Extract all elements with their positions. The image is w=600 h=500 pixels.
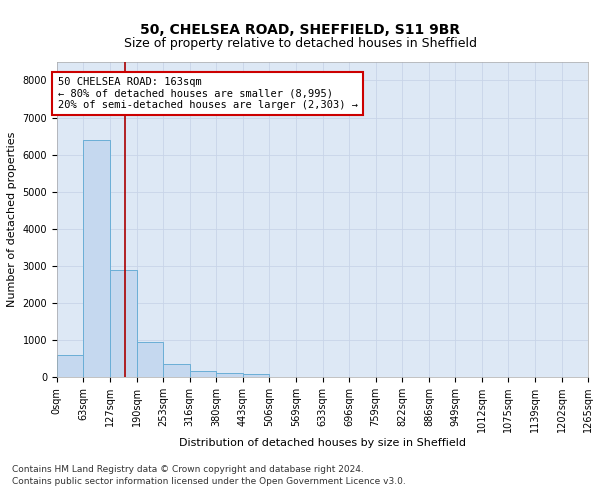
- Text: 50, CHELSEA ROAD, SHEFFIELD, S11 9BR: 50, CHELSEA ROAD, SHEFFIELD, S11 9BR: [140, 22, 460, 36]
- Text: 50 CHELSEA ROAD: 163sqm
← 80% of detached houses are smaller (8,995)
20% of semi: 50 CHELSEA ROAD: 163sqm ← 80% of detache…: [58, 77, 358, 110]
- Text: Contains public sector information licensed under the Open Government Licence v3: Contains public sector information licen…: [12, 477, 406, 486]
- X-axis label: Distribution of detached houses by size in Sheffield: Distribution of detached houses by size …: [179, 438, 466, 448]
- Y-axis label: Number of detached properties: Number of detached properties: [7, 132, 17, 308]
- Text: Contains HM Land Registry data © Crown copyright and database right 2024.: Contains HM Land Registry data © Crown c…: [12, 466, 364, 474]
- Text: Size of property relative to detached houses in Sheffield: Size of property relative to detached ho…: [124, 38, 476, 51]
